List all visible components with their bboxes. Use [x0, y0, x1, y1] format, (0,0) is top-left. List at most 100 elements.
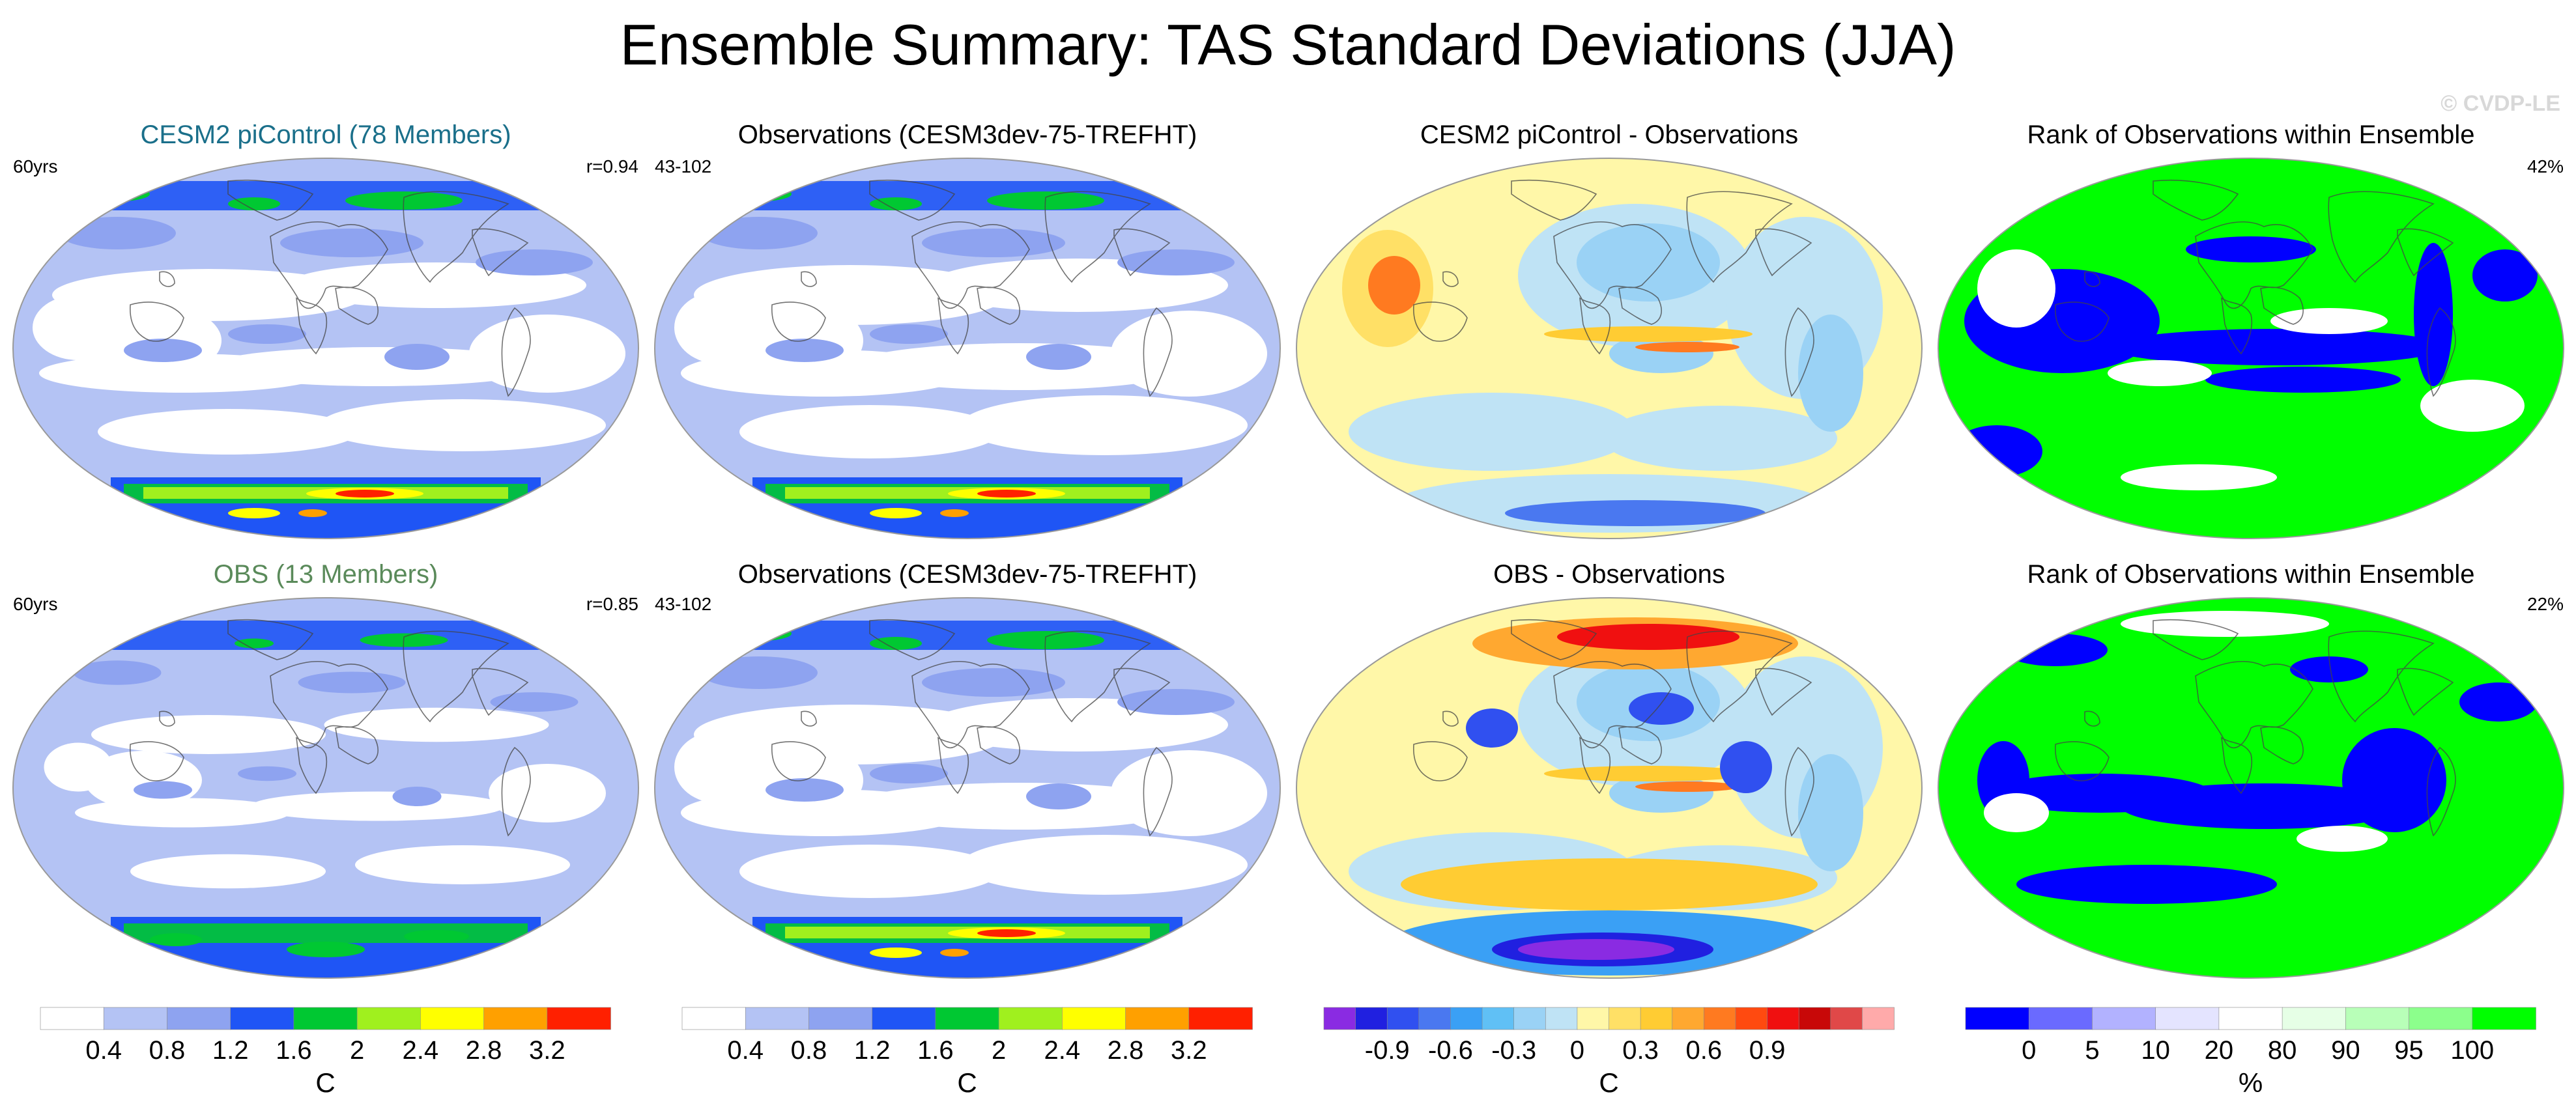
colorbar-tick-label: 0.8 — [149, 1036, 186, 1065]
colorbar-segment — [547, 1007, 611, 1030]
map-panel-rank — [1938, 158, 2564, 539]
colorbar-tick-label: 2.4 — [1044, 1036, 1081, 1065]
map-panel-diff — [1296, 158, 1923, 539]
coastline — [2055, 619, 2456, 837]
map-border — [654, 158, 1281, 539]
colorbar-segment — [1577, 1007, 1610, 1030]
panel-left-label: 60yrs — [13, 156, 58, 176]
panel-right-label: r=0.94 — [586, 156, 638, 176]
colorbar — [40, 1007, 611, 1030]
colorbar-unit: % — [2238, 1067, 2263, 1098]
colorbar-tick-label: 80 — [2267, 1036, 2297, 1065]
map-border — [1296, 597, 1923, 979]
colorbar-tick-label: 2.8 — [465, 1036, 502, 1065]
map-panel-std — [12, 158, 639, 539]
colorbar-segment — [420, 1007, 485, 1030]
coastline — [130, 179, 531, 397]
colorbar-tick-label: 2 — [349, 1036, 365, 1065]
colorbar-segment — [1609, 1007, 1641, 1030]
panel-title: Observations (CESM3dev-75-TREFHT) — [737, 120, 1197, 149]
colorbar-segment — [2028, 1007, 2093, 1030]
colorbar-tick-label: 3.2 — [1170, 1036, 1207, 1065]
panel-title: CESM2 piControl - Observations — [1420, 120, 1799, 149]
colorbar-segment — [745, 1007, 810, 1030]
colorbar-tick-label: 1.2 — [853, 1036, 891, 1065]
coastline — [1413, 619, 1814, 837]
colorbar-segment — [1481, 1007, 1515, 1030]
colorbar-segment — [1735, 1007, 1768, 1030]
colorbar-segment — [2472, 1007, 2536, 1030]
colorbar-segment — [2155, 1007, 2220, 1030]
colorbar-tick-label: 2.4 — [402, 1036, 439, 1065]
colorbar-segment — [103, 1007, 168, 1030]
colorbar-tick-label: 0.6 — [1685, 1036, 1723, 1065]
colorbar — [1323, 1007, 1895, 1030]
colorbar-segment — [1418, 1007, 1452, 1030]
colorbar-segment — [356, 1007, 422, 1030]
colorbar-segment — [1062, 1007, 1126, 1030]
colorbar-segment — [1545, 1007, 1578, 1030]
colorbar-tick-label: 20 — [2204, 1036, 2234, 1065]
coastline — [771, 619, 1173, 837]
colorbar-tick-label: 10 — [2141, 1036, 2170, 1065]
colorbar-segment — [1450, 1007, 1483, 1030]
coastline — [130, 619, 531, 837]
colorbar-tick-label: 0.9 — [1749, 1036, 1786, 1065]
colorbar-segment — [935, 1007, 999, 1030]
colorbar-tick-label: 1.2 — [212, 1036, 249, 1065]
colorbar-tick-label: -0.3 — [1491, 1036, 1537, 1065]
colorbar-segment — [1704, 1007, 1736, 1030]
colorbar-segment — [1862, 1007, 1895, 1030]
colorbar-tick-label: 90 — [2331, 1036, 2360, 1065]
colorbar-tick-label: 3.2 — [528, 1036, 565, 1065]
panel-title: Rank of Observations within Ensemble — [2027, 120, 2475, 149]
panel-title: Observations (CESM3dev-75-TREFHT) — [737, 560, 1197, 589]
map-panel-diff — [1296, 597, 1923, 979]
colorbar-segment — [1767, 1007, 1799, 1030]
colorbar-segment — [1188, 1007, 1253, 1030]
panel-title: OBS (13 Members) — [213, 560, 438, 589]
colorbar — [1965, 1007, 2536, 1030]
panel-right-label: r=0.85 — [586, 594, 638, 614]
colorbar-tick-label: 95 — [2394, 1036, 2424, 1065]
colorbar-segment — [483, 1007, 548, 1030]
colorbar-tick-label: 1.6 — [917, 1036, 954, 1065]
colorbar-unit: C — [957, 1067, 977, 1098]
colorbar-tick-label: 0 — [1569, 1036, 1584, 1065]
colorbar-segment — [2345, 1007, 2410, 1030]
colorbar-segment — [167, 1007, 231, 1030]
panel-left-label: 43-102 — [655, 594, 712, 614]
colorbar-segment — [2092, 1007, 2156, 1030]
colorbar-tick-label: -0.6 — [1427, 1036, 1473, 1065]
colorbar-segment — [1323, 1007, 1356, 1030]
colorbar — [681, 1007, 1253, 1030]
colorbar-segment — [809, 1007, 873, 1030]
map-border — [654, 597, 1281, 979]
map-border — [12, 597, 639, 979]
map-panel-rank — [1938, 597, 2564, 979]
figure-title: Ensemble Summary: TAS Standard Deviation… — [620, 12, 1956, 77]
map-panel-std — [12, 597, 639, 979]
coastline — [771, 179, 1173, 397]
colorbar-tick-label: -0.9 — [1364, 1036, 1410, 1065]
map-border — [12, 158, 639, 539]
panel-title: CESM2 piControl (78 Members) — [140, 120, 511, 149]
panel-left-label: 43-102 — [655, 156, 712, 176]
colorbar-tick-label: 0 — [2022, 1036, 2037, 1065]
map-panel-std — [654, 158, 1281, 539]
colorbar-tick-label: 0.4 — [727, 1036, 764, 1065]
coastline — [2055, 179, 2456, 397]
colorbar-segment — [2218, 1007, 2283, 1030]
panel-right-label: 22% — [2526, 594, 2564, 614]
colorbar-segment — [1125, 1007, 1190, 1030]
watermark: © CVDP-LE — [2440, 91, 2560, 116]
colorbar-unit: C — [1599, 1067, 1619, 1098]
map-panel-std — [654, 597, 1281, 979]
colorbar-segment — [681, 1007, 747, 1030]
map-border — [1938, 597, 2564, 979]
colorbar-segment — [40, 1007, 105, 1030]
coastline — [1413, 179, 1814, 397]
colorbar-segment — [1798, 1007, 1831, 1030]
colorbar-tick-label: 5 — [2085, 1036, 2100, 1065]
colorbar-segment — [1640, 1007, 1673, 1030]
